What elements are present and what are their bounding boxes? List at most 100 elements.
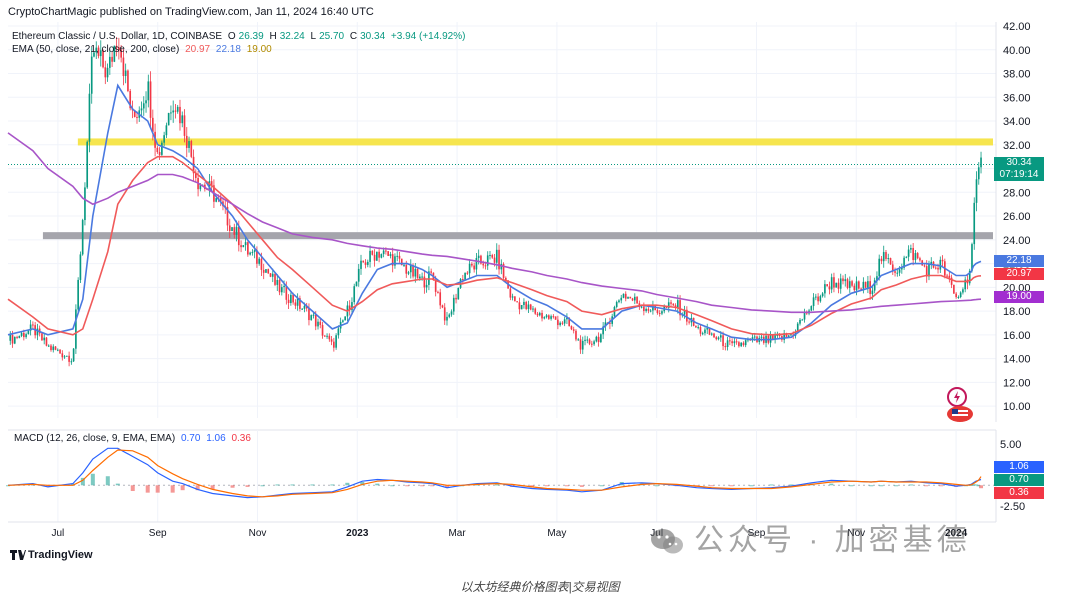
- candle-body: [382, 250, 385, 255]
- candle-body: [934, 267, 937, 269]
- candle-body: [821, 293, 824, 297]
- macd-line: [7, 447, 982, 499]
- price-pane[interactable]: 42.0040.0038.0036.0034.0032.0030.0028.00…: [7, 21, 1031, 422]
- last-price-badge: 30.34: [994, 157, 1044, 169]
- candle-body: [534, 308, 537, 314]
- candle-body: [523, 301, 525, 306]
- price-tick-label: 12.00: [1003, 377, 1031, 389]
- candle-body: [566, 317, 568, 320]
- candle-body: [903, 257, 905, 268]
- candle-body: [631, 298, 634, 301]
- candle-body: [810, 306, 813, 311]
- candle-body: [439, 292, 442, 306]
- candle-body: [477, 255, 480, 259]
- price-chart[interactable]: 42.0040.0038.0036.0034.0032.0030.0028.00…: [7, 21, 1080, 426]
- us-flag-icon[interactable]: [946, 405, 974, 423]
- candle-body: [443, 307, 446, 321]
- candle-body: [959, 292, 962, 298]
- candle-body: [955, 293, 957, 298]
- macd-hist-bar: [260, 485, 265, 487]
- candle-body: [389, 254, 392, 256]
- candle-body: [99, 50, 102, 57]
- candle-body: [697, 327, 700, 329]
- ema-label: EMA (50, close, 21, close, 200, close): [12, 44, 180, 55]
- wechat-icon: [651, 529, 683, 554]
- candle-body: [353, 286, 356, 303]
- candle-body: [20, 332, 23, 336]
- candle-body: [299, 298, 301, 309]
- candle-body: [127, 70, 129, 91]
- macd-hist-bar: [849, 485, 854, 487]
- candle-body: [59, 349, 61, 354]
- candle-body: [862, 281, 865, 289]
- candle-body: [790, 334, 792, 336]
- candle-body: [527, 304, 530, 310]
- price-tick-label: 42.00: [1003, 21, 1031, 33]
- candle-body: [975, 179, 978, 203]
- candle-body: [163, 135, 165, 143]
- macd-hist-bar: [390, 485, 395, 487]
- candle-body: [95, 47, 98, 53]
- candle-body: [176, 106, 179, 112]
- candle-body: [240, 245, 242, 248]
- candle-body: [575, 330, 577, 340]
- candle-body: [54, 346, 57, 350]
- candle-body: [61, 353, 64, 358]
- macd-hist-bar: [769, 484, 774, 486]
- candle-body: [645, 308, 647, 312]
- time-tick-label: Jul: [52, 528, 65, 539]
- candle-body: [928, 264, 930, 277]
- candle-body: [538, 312, 541, 316]
- candle-body: [824, 284, 826, 294]
- candle-body: [882, 252, 885, 262]
- candle-body: [425, 284, 428, 288]
- candle-body: [387, 251, 389, 256]
- candle-body: [18, 335, 21, 338]
- candle-body: [604, 322, 607, 327]
- candle-body: [704, 329, 706, 334]
- candle-body: [23, 332, 25, 338]
- price-tick-label: 10.00: [1003, 401, 1031, 413]
- candle-body: [658, 312, 661, 314]
- candle-body: [686, 309, 688, 322]
- candle-body: [609, 322, 611, 324]
- candle-body: [543, 317, 546, 319]
- candle-body: [364, 262, 367, 265]
- candle-body: [627, 296, 629, 299]
- macd-hist-bar: [45, 485, 50, 487]
- candle-body: [296, 298, 299, 306]
- price-tick-label: 36.00: [1003, 92, 1031, 104]
- flash-icon[interactable]: [946, 386, 968, 408]
- high-value: 32.24: [279, 31, 305, 42]
- candle-body: [88, 93, 91, 142]
- candle-body: [846, 279, 849, 288]
- candle-body: [656, 310, 659, 313]
- candle-body: [342, 320, 344, 322]
- candle-body: [640, 306, 643, 308]
- candle-body: [876, 276, 878, 281]
- candle-body: [416, 268, 419, 279]
- time-tick-label: Mar: [448, 528, 466, 539]
- macd-hist-bar: [976, 485, 981, 487]
- candle-body: [147, 81, 150, 101]
- candle-body: [310, 315, 313, 321]
- candle-body: [409, 265, 412, 273]
- candle-body: [511, 296, 514, 298]
- price-tick-label: 16.00: [1003, 330, 1031, 342]
- candle-body: [235, 226, 238, 235]
- candle-body: [941, 259, 944, 262]
- price-tick-label: 32.00: [1003, 140, 1031, 152]
- candle-body: [357, 268, 360, 282]
- candle-body: [457, 287, 460, 300]
- macd-hist-bar: [599, 485, 604, 487]
- wechat-watermark: 公众号 · 加密基德: [650, 515, 971, 559]
- candle-body: [317, 321, 319, 327]
- price-tick-label: 38.00: [1003, 69, 1031, 81]
- candle-body: [68, 355, 70, 362]
- candle-body: [912, 248, 914, 261]
- candle-body: [719, 335, 722, 338]
- candle-body: [113, 45, 116, 62]
- low-value: 25.70: [319, 31, 345, 42]
- candle-body: [242, 245, 245, 248]
- candle-body: [330, 339, 333, 342]
